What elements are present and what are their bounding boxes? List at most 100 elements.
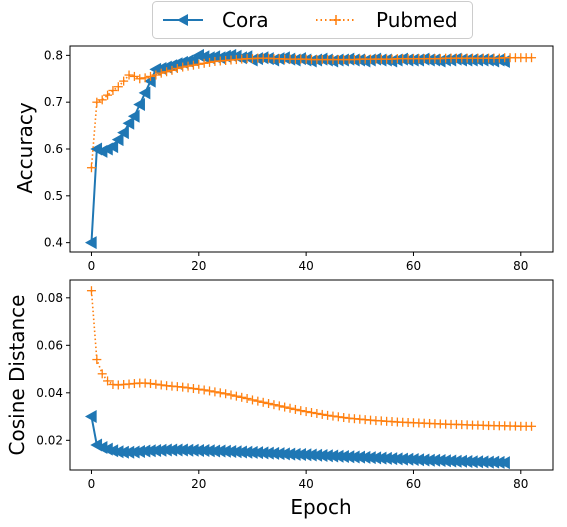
accuracy-pubmed-point (167, 65, 177, 75)
accuracy-pubmed-point (97, 95, 107, 105)
accuracy-pubmed-point (183, 61, 193, 71)
accuracy-y-tick-label: 0.6 (44, 142, 63, 156)
cosine-pubmed-point (280, 402, 290, 412)
legend-cora-marker (177, 14, 188, 26)
accuracy-pubmed-point (92, 97, 102, 107)
accuracy-pubmed-point (172, 63, 182, 73)
accuracy-cora-point (380, 53, 392, 67)
accuracy-pubmed-point (86, 163, 96, 173)
accuracy-axes-frame (69, 45, 554, 253)
cosine-pubmed-point (188, 384, 198, 394)
cosine-x-tick-label: 40 (298, 477, 313, 491)
cosine-cora-point (106, 444, 119, 458)
cosine-pubmed-point (242, 394, 252, 404)
accuracy-pubmed-point (205, 57, 215, 67)
cosine-pubmed-point (339, 413, 349, 423)
cosine-pubmed-point (312, 408, 322, 418)
cosine-axes-frame (69, 279, 554, 471)
legend-cora-label: Cora (222, 8, 269, 32)
legend: Cora Pubmed (152, 1, 473, 39)
accuracy-pubmed-point (146, 71, 155, 81)
cosine-distance-panel: 0 20 40 60 80 0.02 0.04 0.06 0.08 (36, 279, 554, 491)
cosine-pubmed-point (323, 410, 333, 420)
cosine-y-tick-label: 0.08 (36, 291, 63, 305)
accuracy-cora-point (111, 133, 124, 147)
cosine-x-tick-label: 60 (406, 477, 421, 491)
cosine-pubmed-point (199, 385, 209, 395)
accuracy-x-tick-label: 20 (191, 259, 206, 273)
cosine-pubmed-point (307, 408, 316, 418)
accuracy-cora-point (106, 140, 119, 154)
accuracy-y-tick-label: 0.8 (44, 48, 63, 62)
cosine-pubmed-point (156, 380, 166, 390)
legend-item-pubmed: Pubmed (316, 8, 458, 32)
accuracy-cora-point (133, 98, 145, 112)
accuracy-pubmed-point (108, 85, 118, 95)
accuracy-pubmed-point (151, 70, 161, 80)
accuracy-pubmed-point (178, 62, 188, 72)
accuracy-y-tick-label: 0.4 (44, 236, 63, 250)
accuracy-pubmed-point (156, 68, 166, 78)
accuracy-x-tick-label: 40 (298, 259, 313, 273)
cosine-pubmed-point (290, 404, 300, 414)
accuracy-pubmed-point (527, 53, 537, 63)
cosine-pubmed-point (92, 355, 102, 365)
cosine-pubmed-point (296, 406, 306, 416)
cosine-pubmed-point (194, 384, 204, 394)
accuracy-cora-point (364, 53, 376, 67)
cosine-cora-point (111, 445, 124, 459)
accuracy-pubmed-line (90, 56, 532, 168)
accuracy-cora-point (235, 51, 247, 65)
cosine-pubmed-point (103, 376, 113, 386)
accuracy-pubmed-point (113, 82, 123, 92)
cosine-pubmed-point (210, 387, 220, 397)
accuracy-cora-point (122, 116, 135, 130)
bottom-y-axis-label: Cosine Distance (5, 295, 29, 456)
cosine-cora-point (498, 456, 510, 470)
bottom-x-axis-label: Epoch (290, 495, 351, 519)
legend-pubmed-marker (331, 15, 341, 25)
cosine-pubmed-point (328, 411, 338, 421)
cosine-pubmed-point (274, 401, 284, 411)
accuracy-pubmed-point (188, 60, 198, 70)
accuracy-pubmed-point (140, 73, 150, 83)
accuracy-panel: 0 20 40 60 80 0.4 0.5 0.6 0.7 0.8 (44, 45, 554, 273)
cosine-pubmed-point (146, 379, 155, 389)
cosine-x-tick-label: 20 (191, 477, 206, 491)
accuracy-y-tick-label: 0.7 (44, 95, 63, 109)
cosine-pubmed-point (151, 379, 161, 389)
accuracy-cora-point (138, 86, 151, 100)
cosine-pubmed-point (264, 399, 274, 408)
accuracy-pubmed-point (199, 58, 209, 68)
cosine-y-tick-label: 0.04 (36, 386, 63, 400)
cosine-pubmed-point (178, 382, 188, 392)
cosine-cora-point (127, 445, 140, 459)
cosine-x-tick-label: 80 (513, 477, 528, 491)
cosine-x-tick-label: 0 (88, 477, 96, 491)
accuracy-x-tick-label: 80 (513, 259, 528, 273)
accuracy-cora-point (84, 236, 97, 250)
accuracy-cora-point (144, 74, 156, 88)
accuracy-pubmed-point (124, 70, 134, 80)
accuracy-pubmed-point (129, 71, 139, 81)
cosine-pubmed-point (247, 395, 257, 405)
cosine-pubmed-point (231, 391, 241, 401)
cosine-pubmed-point (301, 407, 311, 417)
cosine-pubmed-point (527, 421, 537, 431)
accuracy-y-tick-label: 0.5 (44, 189, 63, 203)
accuracy-x-tick-label: 60 (406, 259, 421, 273)
cosine-pubmed-point (258, 397, 268, 407)
cosine-y-tick-label: 0.02 (36, 433, 63, 447)
accuracy-cora-point (181, 54, 194, 68)
accuracy-pubmed-point (162, 67, 172, 77)
accuracy-cora-point (197, 50, 210, 64)
cosine-pubmed-point (253, 396, 263, 406)
accuracy-cora-point (117, 126, 129, 140)
accuracy-pubmed-point (119, 76, 129, 86)
accuracy-cora-point (127, 109, 140, 123)
accuracy-cora-point (299, 53, 312, 67)
cosine-pubmed-point (86, 286, 96, 296)
cosine-pubmed-point (237, 392, 247, 402)
